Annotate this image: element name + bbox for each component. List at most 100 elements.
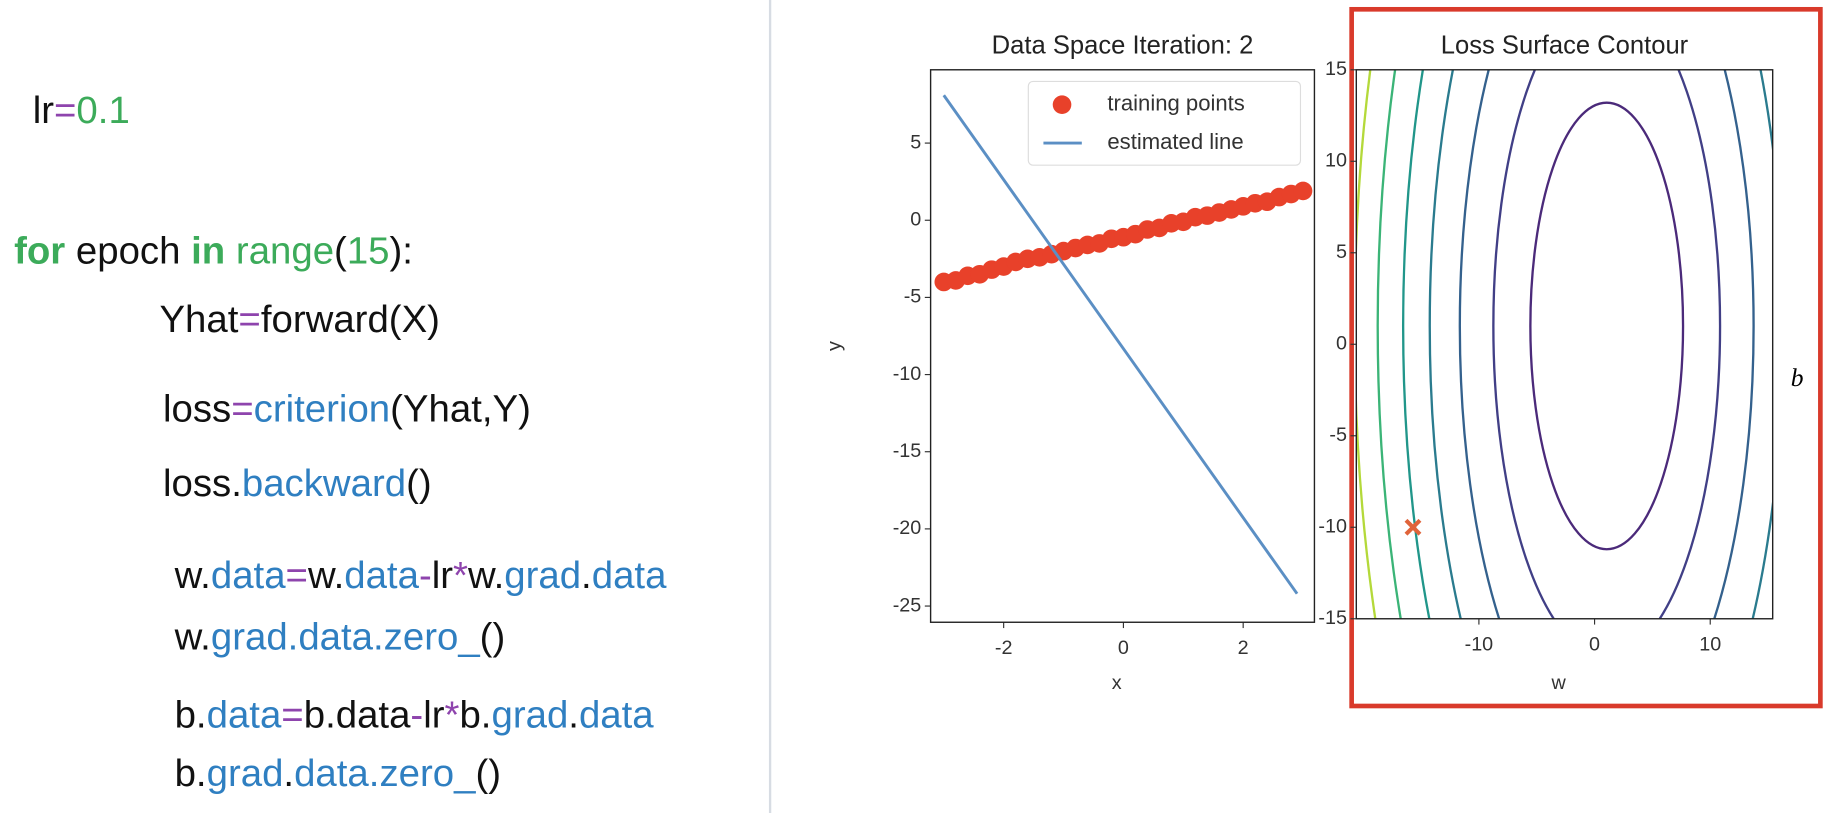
code-token: w. [174, 616, 211, 659]
y-tick-label: -15 [893, 440, 922, 462]
plot-area [1356, 69, 1773, 619]
code-token: data.zero_ [294, 752, 476, 795]
code-token: data [592, 554, 667, 597]
code-token: grad.data.zero_ [211, 616, 480, 659]
x-tick-label: 10 [1699, 634, 1721, 656]
code-token: lr [423, 694, 445, 737]
legend-label: training points [1107, 91, 1244, 116]
code-token: in [191, 230, 225, 273]
code-token: * [453, 554, 468, 597]
code-line: w.data=w.data-lr*w.grad.data [174, 554, 667, 597]
code-token: forward(X) [261, 298, 440, 341]
contour-line [1402, 69, 1431, 619]
code-line: Yhat=forward(X) [159, 298, 440, 341]
legend-box [1027, 80, 1302, 166]
chart-title: Loss Surface Contour [1441, 31, 1689, 59]
x-tick-label: -10 [1465, 634, 1494, 656]
code-line: lr=0.1 [33, 89, 130, 132]
code-line: loss.backward() [163, 462, 432, 505]
code-token: b. [459, 694, 491, 737]
code-line: b.grad.data.zero_() [175, 752, 501, 795]
code-token: ): [390, 230, 413, 273]
plot-area [934, 94, 1313, 595]
y-tick-label: -10 [893, 363, 922, 385]
code-token: loss. [163, 462, 242, 505]
code-token: . [283, 752, 294, 795]
y-tick-label: -25 [893, 594, 922, 616]
code-token: - [419, 554, 432, 597]
code-token: w. [174, 554, 211, 597]
code-token: Yhat [159, 298, 238, 341]
code-token: range [225, 230, 334, 273]
y-axis-label: y [823, 341, 845, 351]
y-tick-label: 15 [1325, 58, 1347, 80]
code-token: b. [175, 694, 207, 737]
legend-marker [1052, 95, 1072, 114]
code-token: = [54, 89, 76, 132]
x-tick-label: 0 [1589, 634, 1600, 656]
x-tick-label: -2 [995, 637, 1013, 659]
legend-label: estimated line [1107, 129, 1243, 154]
code-token: b. [175, 752, 207, 795]
code-token: = [281, 694, 303, 737]
code-token: (Yhat,Y) [390, 388, 531, 431]
x-tick-label: 2 [1238, 637, 1249, 659]
contour-line [1529, 101, 1685, 551]
code-line: w.grad.data.zero_() [174, 616, 506, 659]
y-tick-label: -10 [1318, 515, 1347, 537]
code-token: data [211, 554, 286, 597]
x-tick-label: 0 [1118, 637, 1129, 659]
highlight-box [1349, 6, 1823, 709]
y-tick-label: 0 [910, 208, 921, 230]
code-token: data [579, 694, 654, 737]
code-token: = [286, 554, 308, 597]
code-token: 15 [347, 230, 390, 273]
code-token: ( [334, 230, 347, 273]
code-token: * [445, 694, 460, 737]
code-token: lr [33, 89, 55, 132]
code-token: - [410, 694, 423, 737]
code-token: = [231, 388, 253, 431]
code-line: loss=criterion(Yhat,Y) [163, 388, 531, 431]
x-axis-label: x [1112, 672, 1122, 694]
x-axis-label: w [1551, 672, 1567, 694]
y-tick-label: 5 [910, 131, 921, 153]
code-token: loss [163, 388, 231, 431]
code-token: w. [467, 554, 504, 597]
code-token: . [581, 554, 592, 597]
contour-line [1492, 69, 1722, 619]
code-token: b.data [304, 694, 411, 737]
training-point [1293, 181, 1313, 201]
chart-title: Data Space Iteration: 2 [992, 31, 1254, 59]
y-tick-label: -5 [1329, 424, 1347, 446]
code-token: backward [242, 462, 406, 505]
y-tick-label: -15 [1318, 607, 1347, 629]
code-token: () [406, 462, 432, 505]
axes-frame [1355, 69, 1774, 620]
contour-line [1428, 69, 1773, 619]
code-token: = [238, 298, 260, 341]
contour-line [1458, 69, 1755, 619]
code-token: criterion [254, 388, 390, 431]
code-token: data [344, 554, 419, 597]
axes-frame [929, 69, 1316, 623]
code-token: grad [207, 752, 284, 795]
y-tick-label: -5 [904, 286, 922, 308]
y-tick-label: 5 [1336, 241, 1347, 263]
code-token: () [475, 752, 501, 795]
contour-line [1376, 69, 1402, 619]
y-axis-label: b [1791, 363, 1804, 392]
code-token: data [207, 694, 282, 737]
y-tick-label: -20 [893, 517, 922, 539]
code-token: for [14, 230, 65, 273]
estimated-line [942, 94, 1299, 595]
code-line: for epoch in range(15): [14, 230, 413, 273]
current-point [1404, 518, 1422, 536]
y-tick-label: 10 [1325, 150, 1347, 172]
code-line: b.data=b.data-lr*b.grad.data [175, 694, 655, 737]
code-token: () [480, 616, 506, 659]
code-token: epoch [65, 230, 191, 273]
code-token: 0.1 [76, 89, 129, 132]
